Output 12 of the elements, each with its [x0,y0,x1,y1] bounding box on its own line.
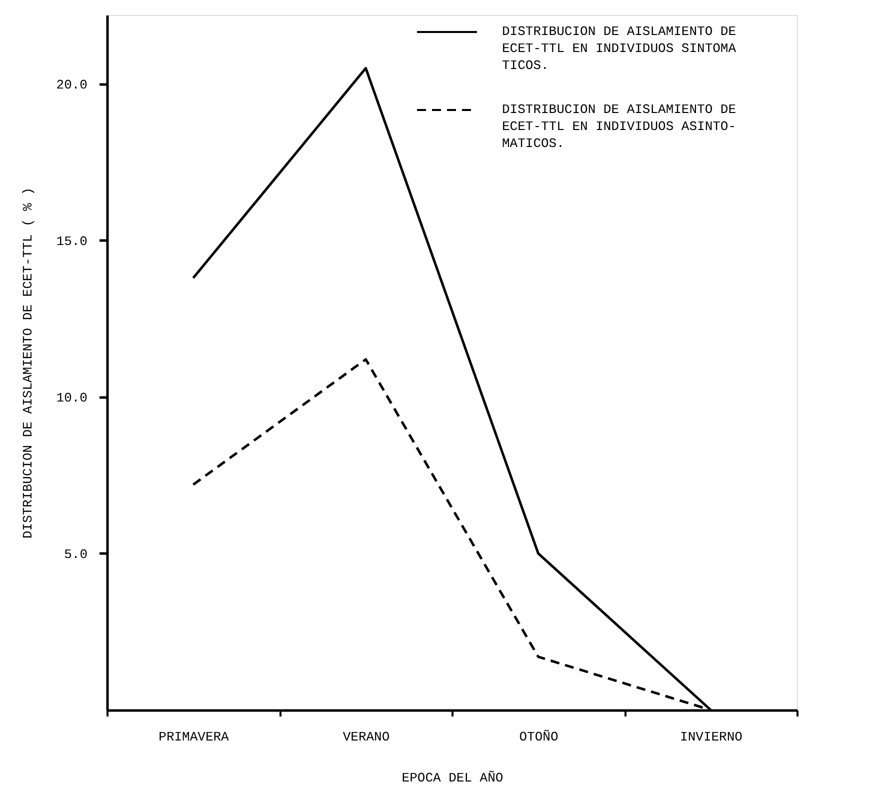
x-axis-title: EPOCA DEL AÑO [402,770,504,786]
x-tick-label: PRIMAVERA [158,730,230,744]
x-tick-label: OTOÑO [519,730,558,744]
legend-label: DISTRIBUCION DE AISLAMIENTO DE ECET-TTL EN INDIVIDUOS SINTOMA TICOS. [502,24,736,73]
x-tick-label: INVIERNO [680,730,743,744]
y-tick-label: 20.0 [56,77,88,92]
legend-label: DISTRIBUCION DE AISLAMIENTO DE ECET-TTL EN INDIVIDUOS ASINTO- MATICOS. [502,102,736,151]
y-axis-title: DISTRIBUCION DE AISLAMIENTO DE ECET-TTL ( % ) [20,187,36,539]
x-tick-label: VERANO [342,730,390,744]
y-tick-label: 10.0 [56,390,88,406]
y-tick-label: 15.0 [56,234,88,249]
y-tick-label: 5.0 [64,546,88,562]
